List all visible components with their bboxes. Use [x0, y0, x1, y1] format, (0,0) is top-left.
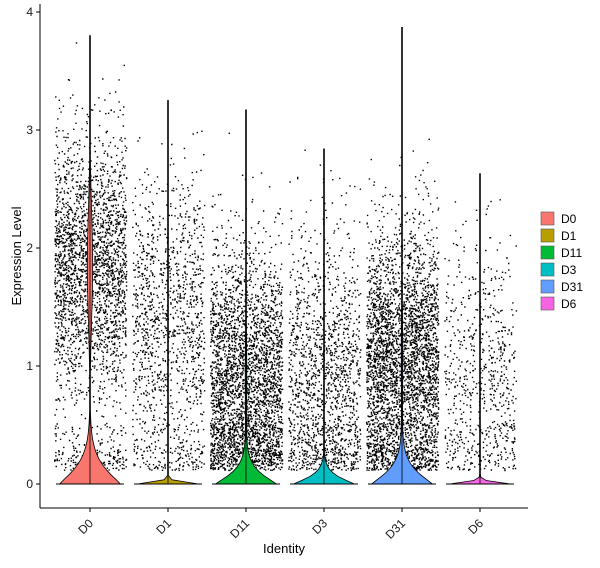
x-tick-label-D1: D1 [153, 516, 174, 537]
x-tick-label-D6: D6 [465, 516, 486, 537]
legend-label-D3: D3 [561, 263, 577, 277]
jitter-points-layer [54, 42, 518, 472]
y-tick-label-0: 0 [26, 477, 33, 491]
legend-swatch-D31 [540, 279, 555, 294]
legend: D0 D1 D11 D3 D31 D6 [540, 211, 583, 311]
legend-label-D31: D31 [561, 280, 583, 294]
legend-label-D1: D1 [561, 229, 577, 243]
legend-label-D11: D11 [561, 246, 582, 260]
violin-D31 [368, 26, 436, 485]
legend-label-D6: D6 [561, 297, 577, 311]
axes-layer [39, 4, 528, 509]
y-ticks: 0 1 2 3 4 [26, 5, 40, 491]
x-tick-label-D3: D3 [309, 516, 330, 537]
x-ticks: D0 D1 D11 D3 D31 D6 [75, 508, 486, 542]
points-D11 [210, 132, 284, 472]
legend-swatch-D3 [540, 262, 555, 277]
x-tick-label-D11: D11 [227, 516, 252, 541]
x-tick-label-D0: D0 [75, 516, 96, 537]
violin-D1 [134, 100, 202, 485]
x-tick-label-D31: D31 [383, 516, 409, 542]
legend-swatch-D6 [540, 296, 555, 311]
y-tick-label-1: 1 [26, 359, 33, 373]
x-axis-title: Identity [263, 541, 305, 556]
y-axis-title: Expression Level [9, 206, 24, 305]
violins-layer [56, 26, 514, 485]
violin-D11 [212, 109, 280, 485]
violin-D0 [56, 35, 124, 485]
points-D0 [54, 42, 128, 472]
legend-swatch-D1 [540, 228, 555, 243]
violin-D6 [446, 173, 514, 485]
legend-label-D0: D0 [561, 212, 577, 226]
legend-swatch-D0 [540, 211, 555, 226]
y-tick-label-4: 4 [26, 5, 33, 19]
legend-swatch-D11 [540, 245, 555, 260]
points-D31 [366, 138, 440, 472]
violin-D3 [290, 148, 358, 485]
y-tick-label-2: 2 [26, 241, 33, 255]
y-tick-label-3: 3 [26, 123, 33, 137]
